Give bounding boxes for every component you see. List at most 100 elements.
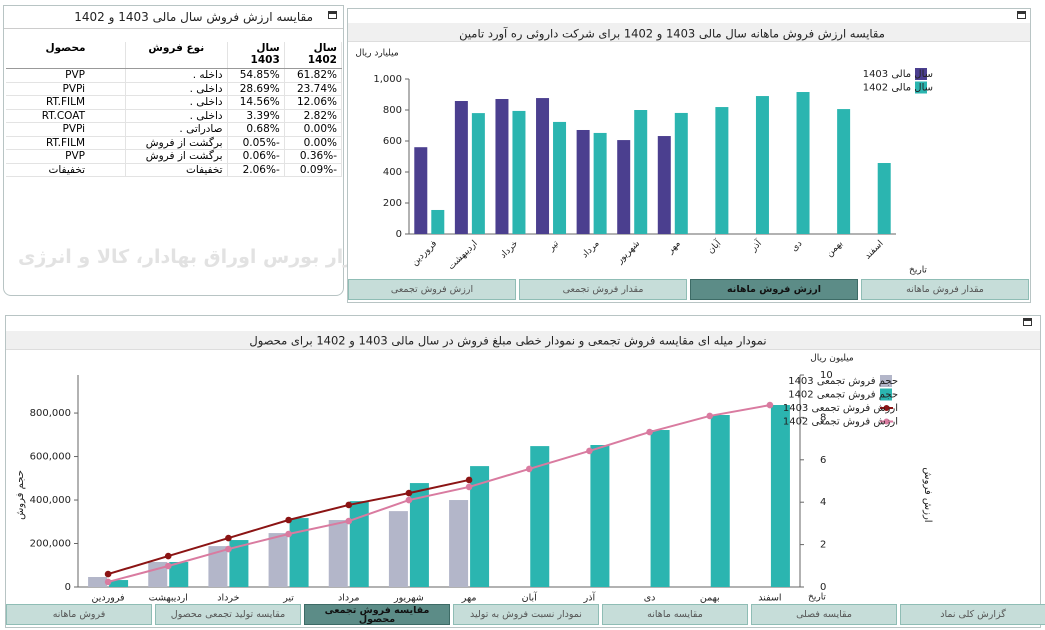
line-point [104, 578, 112, 586]
table-cell: 54.85% [227, 68, 285, 83]
line-point [465, 476, 473, 484]
bar [553, 121, 567, 234]
legend-swatch [883, 405, 890, 411]
maximize-icon[interactable] [1017, 11, 1026, 19]
tab[interactable]: مقدار فروش تجمعی [519, 279, 687, 300]
x-tick-label: فروردین [410, 239, 439, 268]
line-point [345, 501, 353, 509]
y-tick-label: 600 [383, 136, 402, 147]
legend-label: حجم فروش تجمعی 1403 [788, 376, 898, 387]
y-tick-label: 200 [383, 198, 402, 209]
tab[interactable]: گزارش کلی نماد [900, 604, 1045, 625]
bar [109, 580, 129, 587]
sales-table: محصول نوع فروش سال 1403 سال 1402 PVP داخله .5… [6, 42, 343, 177]
table-row: PVP داخله . 54.85% 61.82% [6, 68, 343, 83]
line-point [405, 496, 413, 504]
bar [593, 132, 607, 234]
tab[interactable]: ارزش فروش ماهانه [690, 279, 858, 300]
bar [454, 101, 468, 234]
tab[interactable]: ارزش فروش تجمعی [348, 279, 516, 300]
table-cell: PVPi [6, 122, 127, 137]
table-cell: -0.05% [227, 136, 285, 150]
tab[interactable]: نمودار نسبت فروش به تولید [453, 604, 599, 625]
bar [148, 561, 168, 587]
y2-unit: میلیون ریال [810, 354, 854, 364]
maximize-icon[interactable] [1023, 318, 1032, 326]
y2-tick-label: 2 [820, 540, 826, 551]
chart-title: مقایسه ارزش فروش ماهانه سال مالی 1403 و … [459, 27, 885, 42]
table-cell: PVPi [6, 82, 127, 96]
y-tick-label: 1,000 [373, 74, 402, 85]
bar [268, 533, 288, 587]
table-cell: 0.00% [284, 122, 343, 137]
table-cell: PVP [6, 68, 127, 83]
y2-tick-label: 10 [820, 370, 833, 381]
line-point [706, 412, 714, 420]
x-tick-label: فروردین [92, 593, 125, 604]
bar [88, 576, 108, 587]
tab[interactable]: مقدار فروش ماهانه [861, 279, 1029, 300]
x-tick-label: آبان [705, 237, 724, 256]
x-tick-label: مرداد [580, 239, 602, 261]
tab[interactable]: مقایسه فصلی [751, 604, 897, 625]
table-cell: RT.FILM [6, 136, 127, 150]
y-tick-label: 600,000 [30, 452, 71, 463]
table-cell: 0.00% [284, 136, 343, 150]
maximize-icon[interactable] [328, 11, 337, 19]
y-axis-title: حجم فروش [15, 470, 26, 520]
x-tick-label: دی [790, 239, 805, 254]
line-point [646, 428, 653, 436]
x-tick-label: اردیبهشت [149, 593, 188, 604]
table-row: تخفیفات تخفیفات -2.06% -0.09% [6, 163, 343, 177]
line-point [465, 483, 473, 491]
table-cell: -2.06% [227, 163, 285, 177]
x-tick-label: اسفند [758, 593, 781, 604]
x-tick-label: آبان [522, 591, 538, 604]
table-cell: داخله . [125, 68, 228, 83]
table-cell: RT.FILM [6, 95, 127, 110]
bar [590, 445, 610, 587]
tab[interactable]: مقایسه فروش تجمعی محصول [304, 604, 450, 625]
bar [512, 110, 526, 234]
line-point [104, 570, 112, 578]
table-cell: PVP [6, 149, 127, 164]
x-tick-label: اسفند [863, 239, 886, 262]
table-cell: داخلی . [125, 109, 228, 123]
bar [409, 483, 429, 587]
bar [349, 501, 369, 587]
bar [770, 405, 790, 587]
table-cell: داخلی . [125, 95, 228, 110]
table-cell: RT.COAT [6, 109, 127, 123]
header-row: محصول نوع فروش سال 1403 سال 1402 [6, 42, 343, 69]
y2-tick-label: 4 [820, 497, 826, 508]
y-tick-label: 200,000 [30, 539, 71, 550]
bar [431, 209, 445, 234]
table-row: RT.FILM برگشت از فروش -0.05% 0.00% [6, 136, 343, 150]
x-tick-label: خرداد [498, 239, 520, 261]
table-cell: داخلی . [125, 82, 228, 96]
table-cell: -0.06% [227, 149, 285, 164]
table-cell: 0.68% [227, 122, 285, 137]
bar [471, 113, 485, 234]
x-tick-label: مرداد [338, 593, 359, 604]
x-tick-label: بهمن [825, 239, 845, 259]
legend-label: ارزش فروش تجمعی 1403 [783, 403, 898, 414]
tab[interactable]: فروش ماهانه [6, 604, 152, 625]
table-cell: 3.39% [227, 109, 285, 123]
tab[interactable]: مقایسه ماهانه [602, 604, 748, 625]
bar [617, 140, 631, 234]
bar [289, 518, 309, 587]
title-bar [6, 331, 1040, 350]
x-axis-title: تاریخ [909, 266, 927, 276]
y-tick-label: 400,000 [30, 495, 71, 506]
y-tick-label: 800 [383, 105, 402, 116]
bar [495, 98, 509, 235]
bar [328, 520, 348, 587]
bar [715, 107, 729, 234]
x-tick-label: شهریور [614, 239, 642, 267]
cumulative-chart: نمودار میله ای مقایسه فروش تجمعی و نمودا… [15, 334, 933, 604]
tab[interactable]: مقایسه تولید تجمعی محصول [155, 604, 301, 625]
line-point [285, 530, 292, 538]
table-cell: 23.74% [284, 82, 343, 96]
